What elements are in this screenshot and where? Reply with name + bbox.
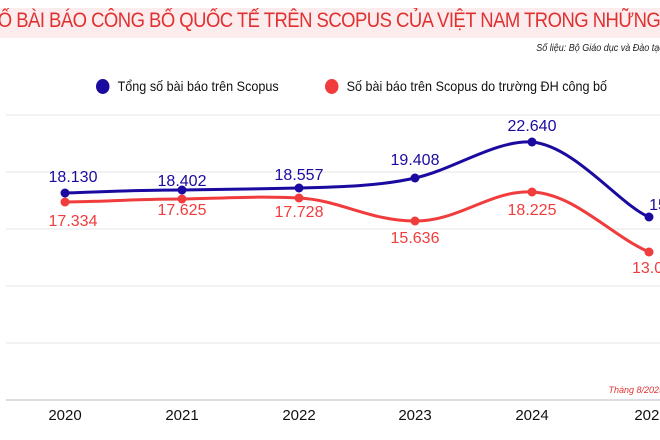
x-tick-label: 2023	[398, 407, 431, 424]
series-total-points	[60, 137, 654, 222]
series-university-points	[60, 187, 654, 257]
x-tick-label: 2025	[634, 407, 660, 424]
date-note: Tháng 8/2025	[608, 385, 660, 395]
series-university-line	[64, 190, 650, 254]
legend: Tổng số bài báo trên Scopus Số bài báo t…	[96, 78, 660, 94]
x-tick-label: 2020	[48, 407, 81, 424]
legend-item-total: Tổng số bài báo trên Scopus	[96, 78, 279, 94]
data-label: 18.130	[49, 169, 98, 186]
source-note: Số liệu: Bộ Giáo dục và Đào tạo	[535, 43, 660, 54]
x-tick-label: 2022	[282, 407, 315, 424]
data-label: 17.625	[158, 202, 207, 219]
title-band	[0, 8, 660, 38]
data-label: 22.640	[508, 118, 557, 135]
gridlines	[6, 114, 660, 344]
data-label: 17.334	[49, 213, 98, 230]
legend-dot-icon	[325, 78, 339, 94]
data-label: 13.00	[632, 260, 660, 277]
data-label: 15.636	[391, 230, 440, 247]
data-label: 19.408	[391, 152, 440, 169]
data-label: 18.557	[275, 167, 324, 184]
chart-title: SỐ BÀI BÁO CÔNG BỐ QUỐC TẾ TRÊN SCOPUS C…	[0, 9, 660, 32]
legend-item-university: Số bài báo trên Scopus do trường ĐH công…	[325, 78, 607, 94]
legend-dot-icon	[96, 78, 110, 94]
series-total-line	[64, 140, 650, 219]
data-label: 18.402	[158, 173, 207, 190]
x-tick-label: 2024	[515, 407, 548, 424]
legend-label: Tổng số bài báo trên Scopus	[117, 78, 279, 94]
data-label: 18.225	[508, 202, 557, 219]
data-label: 15	[649, 197, 660, 214]
data-label: 17.728	[275, 204, 324, 221]
legend-label: Số bài báo trên Scopus do trường ĐH công…	[346, 78, 608, 94]
x-tick-label: 2021	[165, 407, 198, 424]
